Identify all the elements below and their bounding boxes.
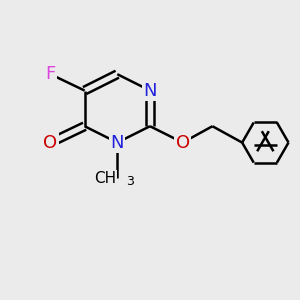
- Text: O: O: [44, 134, 58, 152]
- Text: CH: CH: [94, 171, 116, 186]
- Text: N: N: [111, 134, 124, 152]
- Text: O: O: [176, 134, 190, 152]
- Text: 3: 3: [126, 175, 134, 188]
- Text: F: F: [45, 65, 56, 83]
- Text: N: N: [143, 82, 157, 100]
